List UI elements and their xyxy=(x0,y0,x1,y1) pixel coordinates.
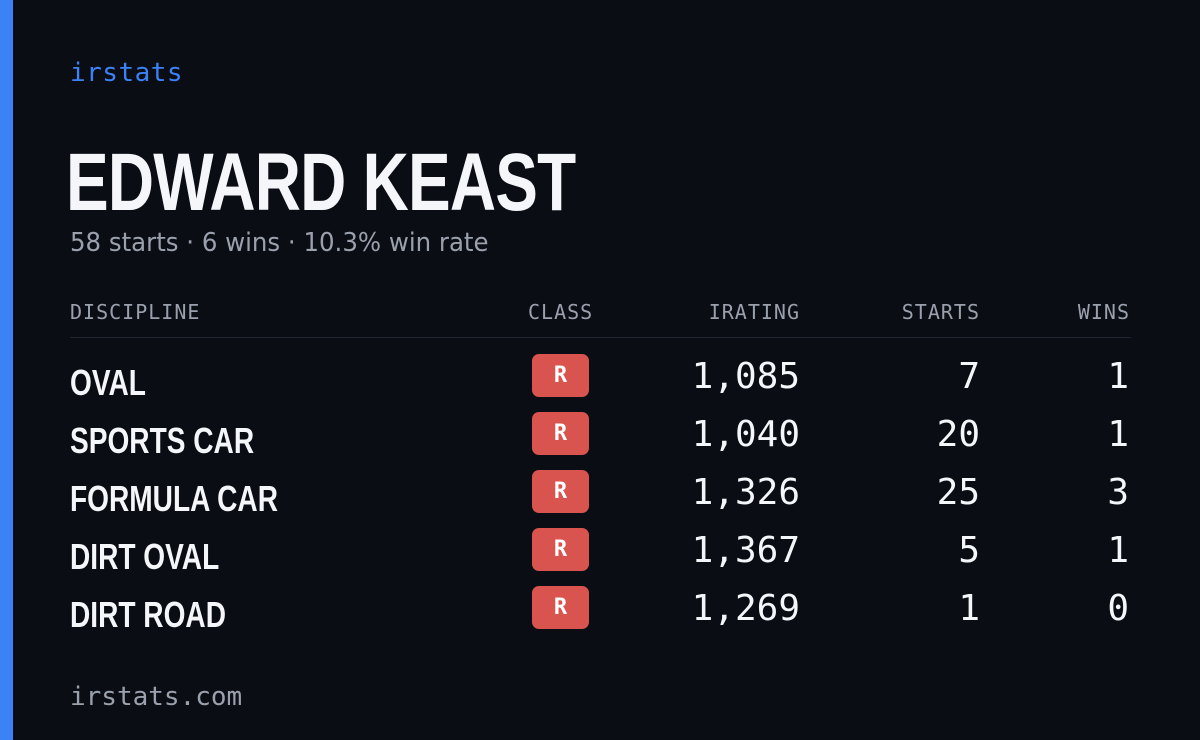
table-row: SPORTS CAR R 1,040 20 1 xyxy=(70,412,1131,470)
starts-value: 1 xyxy=(958,588,980,629)
header-starts: STARTS xyxy=(901,300,980,324)
discipline-label: DIRT OVAL xyxy=(70,536,220,577)
header-discipline: DISCIPLINE xyxy=(70,300,201,324)
irating-value: 1,326 xyxy=(691,472,800,513)
header-divider xyxy=(70,337,1131,338)
discipline-label: OVAL xyxy=(70,362,146,403)
header-class: CLASS xyxy=(528,300,594,324)
table-row: OVAL R 1,085 7 1 xyxy=(70,354,1131,412)
wins-value: 1 xyxy=(1107,356,1129,397)
irating-value: 1,269 xyxy=(691,588,800,629)
class-badge: R xyxy=(532,354,589,397)
brand-logo: irstats xyxy=(70,58,184,88)
table-header: DISCIPLINE CLASS IRATING STARTS WINS xyxy=(70,300,1131,326)
starts-value: 25 xyxy=(936,472,980,513)
wins-value: 0 xyxy=(1107,588,1129,629)
irating-value: 1,040 xyxy=(691,414,800,455)
table-row: DIRT OVAL R 1,367 5 1 xyxy=(70,528,1131,586)
discipline-label: DIRT ROAD xyxy=(70,594,226,635)
wins-value: 1 xyxy=(1107,414,1129,455)
discipline-label: SPORTS CAR xyxy=(70,420,255,461)
starts-value: 7 xyxy=(958,356,980,397)
header-irating: IRATING xyxy=(708,300,800,324)
player-name: EDWARD KEAST xyxy=(66,137,576,228)
irating-value: 1,367 xyxy=(691,530,800,571)
class-badge: R xyxy=(532,412,589,455)
irating-value: 1,085 xyxy=(691,356,800,397)
starts-value: 5 xyxy=(958,530,980,571)
class-badge: R xyxy=(532,586,589,629)
class-badge: R xyxy=(532,528,589,571)
table-row: FORMULA CAR R 1,326 25 3 xyxy=(70,470,1131,528)
accent-bar xyxy=(0,0,13,740)
class-badge: R xyxy=(532,470,589,513)
footer-url: irstats.com xyxy=(70,682,243,712)
header-wins: WINS xyxy=(1077,300,1130,324)
discipline-label: FORMULA CAR xyxy=(70,478,278,519)
table-row: DIRT ROAD R 1,269 1 0 xyxy=(70,586,1131,644)
wins-value: 3 xyxy=(1107,472,1129,513)
starts-value: 20 xyxy=(936,414,980,455)
wins-value: 1 xyxy=(1107,530,1129,571)
player-summary: 58 starts · 6 wins · 10.3% win rate xyxy=(70,228,489,258)
